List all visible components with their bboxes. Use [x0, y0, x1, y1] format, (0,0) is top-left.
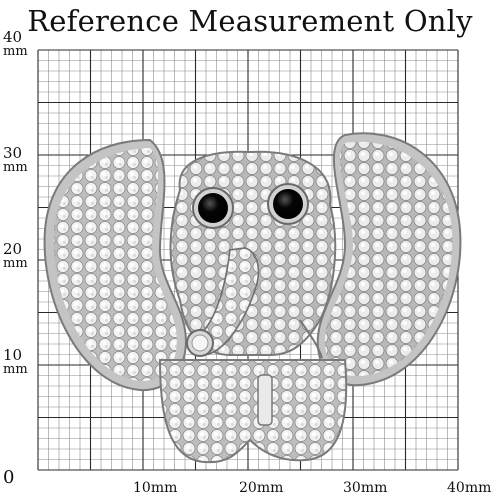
x-label-20mm: 20mm [239, 480, 284, 496]
reference-title: Reference Measurement Only [27, 4, 473, 38]
y-label-40: 40 mm [3, 28, 28, 59]
elephant-body [158, 359, 348, 464]
right-eye [267, 183, 309, 225]
y-label-0: 0 [3, 467, 15, 488]
y-label-20: 20 mm [3, 240, 28, 271]
y-label-30: 30 mm [3, 144, 28, 175]
x-label-40mm: 40mm [447, 480, 492, 496]
left-eye [192, 187, 234, 229]
y-label-10: 10 mm [3, 346, 28, 377]
x-label-10mm: 10mm [133, 480, 178, 496]
elephant-brooch [43, 132, 462, 464]
x-label-30mm: 30mm [343, 480, 388, 496]
